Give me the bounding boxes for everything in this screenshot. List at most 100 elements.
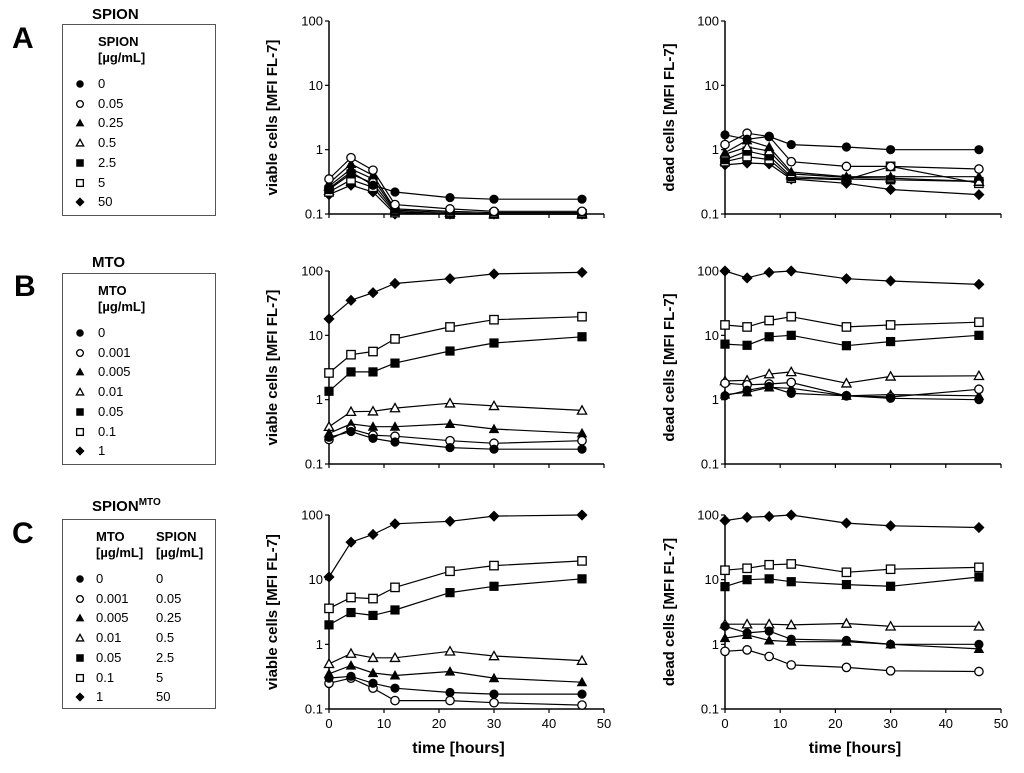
- legend-value: 0.1: [98, 423, 117, 439]
- data-point-open-circle: [577, 700, 587, 710]
- legend-entry: 0.5: [74, 135, 214, 150]
- y-tick-label: 1: [712, 637, 719, 652]
- legend-value: 0: [98, 76, 106, 91]
- legend-value: 0.5: [156, 630, 175, 646]
- data-point-filled-circle: [489, 444, 499, 454]
- data-point-open-square: [885, 320, 896, 330]
- data-point-filled-diamond: [719, 265, 731, 277]
- panel-letter-a: A: [12, 22, 34, 55]
- data-point-filled-circle: [720, 130, 730, 140]
- data-point-filled-diamond: [885, 183, 897, 196]
- x-axis-label: time [hours]: [809, 740, 901, 757]
- legend-value: 5: [98, 174, 106, 190]
- data-point-filled-diamond: [741, 511, 753, 523]
- data-point-open-triangle: [741, 141, 753, 152]
- open-square-marker-icon: [75, 673, 85, 682]
- data-point-open-circle: [324, 174, 334, 184]
- legend-header-line: MTO: [98, 283, 127, 298]
- open-square-marker-icon: [75, 178, 85, 187]
- data-point-open-square: [489, 314, 499, 325]
- data-point-open-triangle: [323, 657, 335, 669]
- chart-A-viable: 0.1 1 10 100 viable cells [MFI FL-7]: [264, 14, 605, 222]
- series-line-open-circle: [328, 156, 582, 212]
- y-tick-label: 10: [705, 328, 719, 343]
- legend-entry: 0.01 0.5: [74, 630, 214, 645]
- data-point-open-circle: [346, 152, 356, 163]
- legend-box-b: [62, 273, 216, 465]
- data-point-filled-square: [324, 386, 334, 396]
- legend-header: SPION [µg/mL]: [98, 34, 145, 66]
- series-line-open-square: [328, 316, 583, 374]
- data-point-filled-diamond: [367, 528, 379, 541]
- data-point-filled-diamond: [785, 509, 797, 521]
- data-point-filled-diamond: [444, 515, 456, 527]
- data-point-filled-diamond: [840, 517, 853, 529]
- data-point-filled-circle: [368, 433, 378, 443]
- legend-title-c: SPIONMTO: [92, 497, 161, 515]
- filled-diamond-marker-icon: [75, 446, 85, 456]
- filled-circle-marker-icon: [76, 575, 84, 583]
- data-point-open-square: [346, 592, 356, 603]
- data-point-filled-circle: [489, 194, 499, 204]
- data-point-filled-diamond: [323, 571, 335, 583]
- series-line-filled-triangle: [328, 423, 583, 434]
- y-axis-label: viable cells [MFI FL-7]: [264, 290, 281, 446]
- data-point-open-triangle: [785, 618, 797, 630]
- data-point-filled-circle: [742, 385, 752, 395]
- series-line-filled-triangle: [328, 163, 582, 214]
- data-point-filled-diamond: [488, 510, 500, 522]
- data-point-open-circle: [390, 695, 400, 706]
- legend-entry: 1 50: [74, 689, 214, 704]
- data-point-filled-triangle: [389, 421, 401, 431]
- data-point-filled-triangle: [367, 667, 379, 678]
- legend-value: 2.5: [156, 649, 175, 665]
- legend-header-line: [µg/mL]: [156, 545, 204, 560]
- series-line-open-triangle: [328, 650, 583, 665]
- data-point-filled-circle: [764, 131, 774, 142]
- data-point-open-circle: [974, 384, 984, 395]
- data-point-open-circle: [841, 161, 852, 172]
- data-point-open-circle: [885, 665, 896, 676]
- data-point-filled-circle: [974, 145, 984, 155]
- series-line-open-square: [724, 316, 979, 328]
- legend-value: 0: [156, 571, 164, 586]
- legend-value: 0.1: [96, 669, 115, 685]
- legend-header-line: [µg/mL]: [98, 299, 146, 314]
- legend-header-line: SPION: [156, 529, 197, 544]
- data-point-filled-square: [390, 605, 400, 615]
- data-point-filled-circle: [974, 395, 984, 405]
- data-point-filled-diamond: [885, 275, 897, 287]
- y-tick-label: 0.1: [305, 457, 323, 472]
- data-point-open-triangle: [973, 369, 985, 381]
- data-point-filled-square: [720, 582, 730, 592]
- data-point-open-circle: [786, 156, 797, 167]
- legend-value: 0: [98, 325, 106, 340]
- data-point-filled-circle: [368, 180, 378, 190]
- x-tick-label: 30: [883, 716, 897, 731]
- filled-square-marker-icon: [76, 408, 84, 416]
- data-point-filled-diamond: [323, 313, 335, 325]
- data-point-open-triangle: [389, 402, 401, 413]
- data-point-open-square: [577, 556, 587, 566]
- x-tick-label: 40: [542, 716, 556, 731]
- legend-header-line: SPION: [98, 34, 139, 49]
- data-point-filled-square: [390, 358, 400, 368]
- data-point-open-triangle: [763, 368, 775, 379]
- data-point-open-square: [445, 566, 455, 577]
- data-point-open-circle: [764, 651, 775, 662]
- y-tick-label: 10: [705, 572, 719, 587]
- y-tick-label: 10: [705, 78, 719, 93]
- data-point-filled-diamond: [719, 515, 731, 527]
- legend-title-b: MTO: [92, 254, 125, 271]
- y-tick-label: 0.1: [701, 207, 719, 222]
- data-point-filled-circle: [764, 626, 774, 636]
- filled-circle-marker-icon: [76, 329, 84, 337]
- data-point-filled-circle: [974, 639, 984, 649]
- data-point-open-triangle: [884, 370, 897, 381]
- data-point-filled-square: [742, 340, 752, 350]
- legend-entry: 0.005: [74, 364, 214, 379]
- data-point-filled-circle: [390, 683, 400, 693]
- legend-value: 50: [98, 194, 113, 210]
- data-point-filled-circle: [841, 391, 852, 401]
- data-point-filled-triangle: [345, 660, 357, 670]
